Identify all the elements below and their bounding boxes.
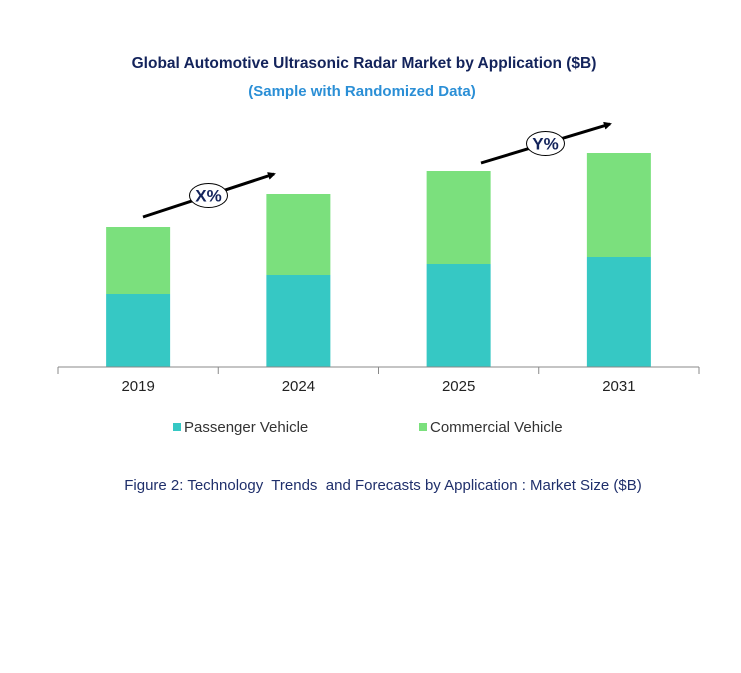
legend: Passenger Vehicle Commercial Vehicle [173, 419, 563, 436]
growth-ellipse [526, 131, 565, 156]
growth-label: Y% [532, 135, 558, 154]
bar-passenger-vehicle-2031 [586, 257, 651, 367]
legend-label: Commercial Vehicle [430, 419, 563, 436]
x-axis-ticks: 2019 2024 2025 2031 [57, 367, 700, 395]
chart-title: Global Automotive Ultrasonic Radar Marke… [132, 55, 597, 72]
x-tick-label: 2024 [282, 378, 315, 395]
legend-swatch [173, 423, 181, 431]
bar-passenger-vehicle-2025 [426, 264, 491, 367]
legend-label: Passenger Vehicle [184, 419, 308, 436]
bar-passenger-vehicle-2019 [106, 294, 171, 367]
x-tick-label: 2025 [442, 378, 475, 395]
x-tick-label: 2019 [121, 378, 154, 395]
bar-commercial-vehicle-2019 [106, 227, 171, 294]
figure-caption: Figure 2: Technology Trends and Forecast… [124, 477, 641, 494]
legend-swatch [419, 423, 427, 431]
bar-commercial-vehicle-2031 [586, 153, 651, 257]
bar-passenger-vehicle-2024 [266, 275, 331, 367]
bar-commercial-vehicle-2025 [426, 171, 491, 264]
growth-ellipse [189, 183, 228, 208]
x-tick-label: 2031 [602, 378, 635, 395]
chart-subtitle: (Sample with Randomized Data) [248, 83, 476, 100]
growth-label: X% [195, 187, 221, 206]
bars-group [106, 153, 651, 367]
bar-commercial-vehicle-2024 [266, 194, 331, 275]
growth-annotations: X% Y% [142, 121, 612, 219]
